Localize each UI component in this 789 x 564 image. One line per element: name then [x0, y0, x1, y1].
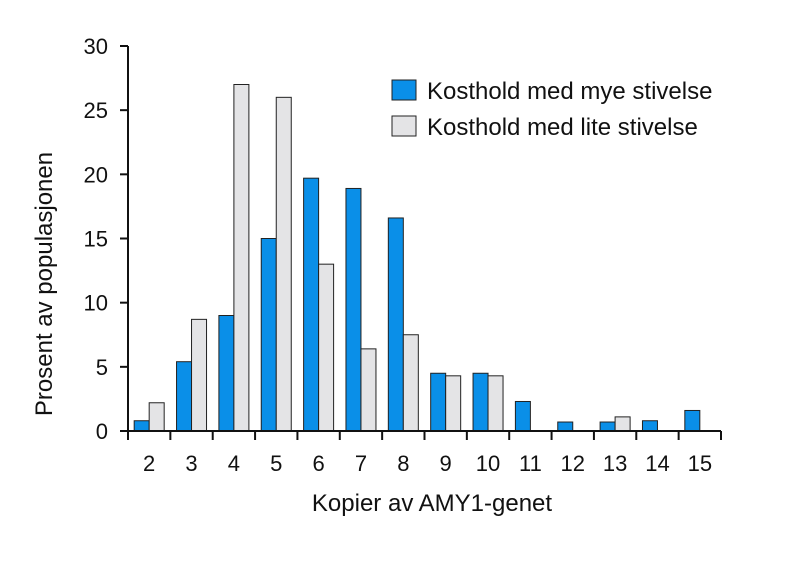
x-tick-label-4: 4 [228, 451, 240, 476]
legend: Kosthold med mye stivelse Kosthold med l… [391, 78, 712, 141]
x-tick-label-10: 10 [476, 451, 500, 476]
y-tick-label-25: 25 [84, 98, 108, 123]
bar-high-starch-4 [218, 315, 235, 432]
y-tick-label-30: 30 [84, 34, 108, 59]
y-tick-label-15: 15 [84, 227, 108, 252]
y-tick-label-0: 0 [96, 419, 108, 444]
bar-low-starch-7 [360, 348, 377, 432]
bar-low-starch-9 [445, 375, 462, 432]
y-tick-label-20: 20 [84, 162, 108, 187]
x-axis-title: Kopier av AMY1-genet [312, 490, 552, 517]
bar-high-starch-5 [260, 238, 277, 432]
bar-high-starch-2 [133, 420, 150, 432]
x-axis: 2 3 4 5 6 7 8 9 10 11 12 13 14 15 [127, 430, 722, 476]
x-tick-label-14: 14 [645, 451, 669, 476]
legend-label-low-starch: Kosthold med lite stivelse [427, 114, 698, 141]
legend-swatch-high-starch [391, 79, 417, 101]
x-tick-label-6: 6 [312, 451, 324, 476]
bars [133, 84, 701, 432]
y-axis-title: Prosent av populasjonen [31, 152, 58, 416]
bar-low-starch-6 [318, 263, 335, 432]
bar-low-starch-8 [402, 334, 419, 432]
bar-high-starch-9 [430, 372, 447, 432]
x-tick-label-12: 12 [561, 451, 585, 476]
x-tick-label-13: 13 [603, 451, 627, 476]
bar-high-starch-14 [641, 420, 658, 432]
x-tick-label-9: 9 [440, 451, 452, 476]
bar-high-starch-6 [303, 177, 320, 432]
y-tick-label-5: 5 [96, 355, 108, 380]
legend-swatch-low-starch [391, 115, 417, 137]
bar-low-starch-5 [275, 96, 292, 432]
x-tick-label-5: 5 [270, 451, 282, 476]
bar-low-starch-2 [148, 402, 165, 432]
x-tick-label-8: 8 [397, 451, 409, 476]
bar-high-starch-13 [599, 421, 616, 432]
x-tick-label-3: 3 [185, 451, 197, 476]
y-axis: 0 5 10 15 20 25 30 [84, 34, 129, 444]
x-tick-label-7: 7 [355, 451, 367, 476]
bar-high-starch-11 [514, 400, 531, 432]
bar-high-starch-10 [472, 372, 489, 432]
y-tick-label-10: 10 [84, 291, 108, 316]
bar-low-starch-4 [233, 84, 250, 432]
bar-high-starch-12 [557, 421, 574, 432]
bar-low-starch-3 [191, 318, 208, 432]
x-tick-label-2: 2 [143, 451, 155, 476]
bar-high-starch-3 [176, 361, 193, 432]
x-tick-label-15: 15 [688, 451, 712, 476]
bar-high-starch-7 [345, 187, 362, 432]
x-tick-label-11: 11 [519, 451, 542, 476]
bar-high-starch-8 [387, 217, 404, 432]
legend-label-high-starch: Kosthold med mye stivelse [427, 78, 712, 105]
bar-low-starch-10 [487, 375, 504, 432]
bar-high-starch-15 [684, 409, 701, 432]
bar-low-starch-13 [614, 416, 631, 432]
